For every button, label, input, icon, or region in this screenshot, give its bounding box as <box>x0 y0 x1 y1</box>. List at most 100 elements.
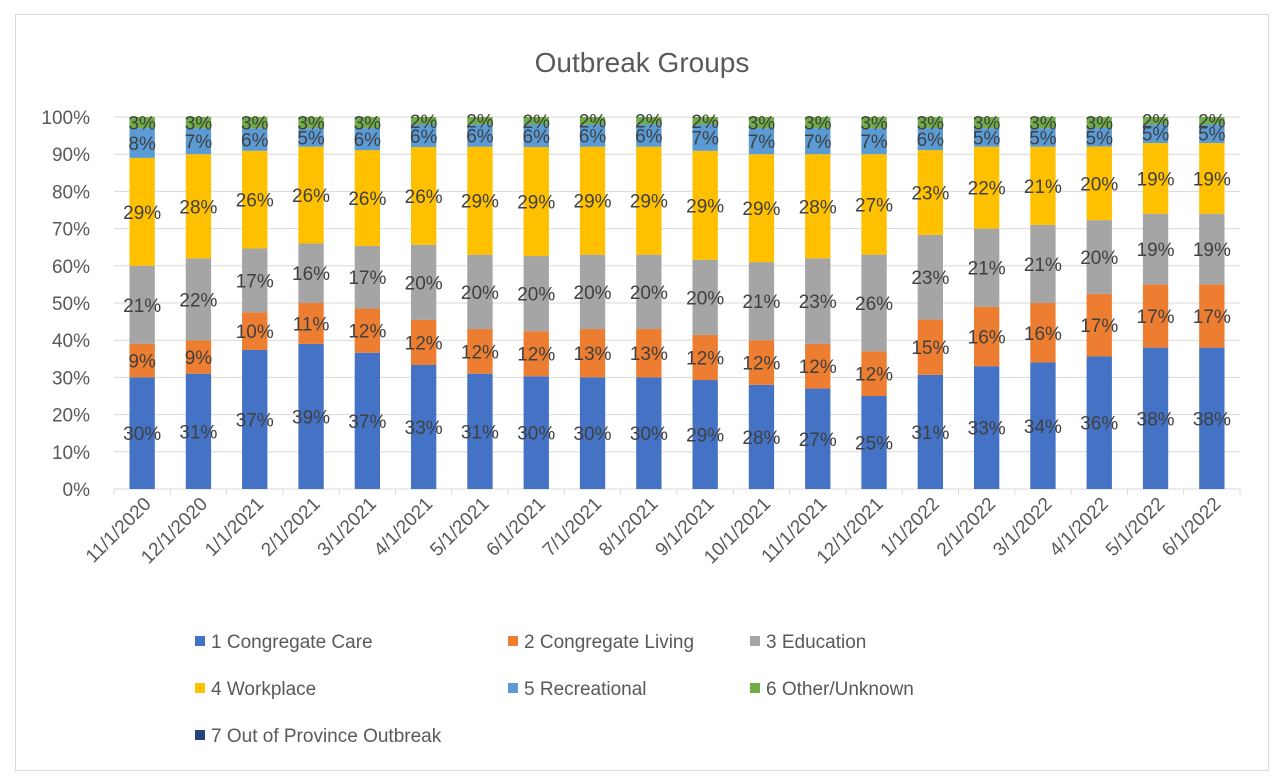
y-tick-label: 60% <box>52 257 90 278</box>
x-tick-label: 3/1/2021 <box>314 494 381 561</box>
data-label: 3% <box>748 114 776 135</box>
data-label: 7% <box>185 132 213 153</box>
data-label: 15% <box>911 338 949 359</box>
bar-segment <box>805 154 831 259</box>
data-label: 29% <box>574 192 612 213</box>
bar-segment <box>1030 128 1056 147</box>
data-label: 19% <box>1137 240 1175 261</box>
data-label: 21% <box>742 292 780 313</box>
bar-segment <box>805 343 831 389</box>
data-label: 30% <box>123 424 161 445</box>
bar-segment <box>523 117 549 125</box>
bar-segment <box>129 265 155 344</box>
bar-segment <box>129 128 155 158</box>
data-label: 23% <box>911 184 949 205</box>
data-label: 20% <box>517 285 555 306</box>
bar-segment <box>861 154 887 255</box>
y-tick-label: 100% <box>41 108 90 129</box>
bar-segment <box>861 117 887 129</box>
x-tick-label: 4/1/2021 <box>370 494 437 561</box>
bar-segment <box>1142 124 1169 144</box>
data-label: 20% <box>686 288 724 309</box>
bar-segment <box>1142 284 1169 348</box>
bar-segment <box>973 228 1000 307</box>
data-label: 12% <box>405 333 443 354</box>
x-tick-label: 6/1/2021 <box>483 494 550 561</box>
legend-swatch <box>195 683 205 693</box>
bar-segment <box>1142 143 1169 214</box>
data-label: 26% <box>292 186 330 207</box>
data-label: 33% <box>405 418 443 439</box>
bar-segment <box>129 117 155 129</box>
data-label: 36% <box>1080 414 1118 435</box>
data-label: 3% <box>804 114 832 135</box>
bar-segment <box>861 254 887 352</box>
bar-segment <box>692 117 718 125</box>
data-label: 6% <box>579 127 607 148</box>
bar-segment <box>354 117 381 129</box>
data-label: 3% <box>241 114 269 135</box>
bar-segment <box>805 388 831 489</box>
data-label: 29% <box>686 426 724 447</box>
x-tick-label: 5/1/2022 <box>1102 494 1169 561</box>
y-tick-label: 0% <box>63 480 91 501</box>
data-label: 12% <box>742 354 780 375</box>
bar-segment <box>636 377 662 489</box>
bar-segment <box>1086 146 1112 221</box>
bar-segment <box>467 124 493 147</box>
bar-segment <box>636 254 662 330</box>
bar-segment <box>242 117 268 129</box>
data-label: 31% <box>179 422 217 443</box>
data-label: 6% <box>635 127 663 148</box>
data-label: 5% <box>297 128 325 149</box>
data-label: 6% <box>241 131 269 152</box>
data-label: 38% <box>1193 409 1231 430</box>
bar-segment <box>1086 128 1112 147</box>
data-label: 12% <box>686 348 724 369</box>
data-label: 13% <box>574 344 612 365</box>
bar-segment <box>410 365 437 489</box>
data-label: 31% <box>911 423 949 444</box>
legend-label: 6 Other/Unknown <box>766 679 914 700</box>
bar-segment <box>523 256 549 332</box>
bar-segment <box>298 343 324 489</box>
legend-label: 3 Education <box>766 632 866 653</box>
bar-segment <box>1199 347 1225 489</box>
data-label: 6% <box>523 127 551 148</box>
bar-segment <box>748 154 775 263</box>
bar-segment <box>579 254 606 330</box>
bar-segment <box>579 329 606 378</box>
bar-segment <box>242 128 268 151</box>
bar-segment <box>1199 124 1225 144</box>
bar-segment <box>354 245 381 309</box>
data-label: 3% <box>128 114 156 135</box>
bar-segment <box>1086 356 1112 489</box>
data-label: 28% <box>179 197 217 218</box>
bar-segment <box>636 124 662 147</box>
data-label: 13% <box>630 344 668 365</box>
bar-segment <box>410 147 437 245</box>
x-tick-label: 7/1/2021 <box>539 494 606 561</box>
legend-label: 1 Congregate Care <box>211 632 373 653</box>
data-label: 21% <box>1024 177 1062 198</box>
bar-segment <box>1030 146 1056 225</box>
y-tick-label: 90% <box>52 145 90 166</box>
data-label: 9% <box>128 352 156 373</box>
data-label: 7% <box>860 132 888 153</box>
data-label: 22% <box>968 179 1006 200</box>
bar-segment <box>1086 220 1112 294</box>
bar-segment <box>1142 213 1169 285</box>
bar-segment <box>692 380 718 489</box>
legend-label: 2 Congregate Living <box>524 632 694 653</box>
bar-segment <box>354 150 381 246</box>
data-label: 12% <box>517 345 555 366</box>
bar-segment <box>973 146 1000 229</box>
y-tick-label: 40% <box>52 331 90 352</box>
data-label: 29% <box>742 199 780 220</box>
data-label: 21% <box>968 259 1006 280</box>
data-label: 5% <box>1086 128 1114 149</box>
x-tick-label: 4/1/2022 <box>1046 494 1113 561</box>
data-label: 9% <box>185 348 213 369</box>
bar-segment <box>242 150 268 249</box>
data-label: 10% <box>236 322 274 343</box>
